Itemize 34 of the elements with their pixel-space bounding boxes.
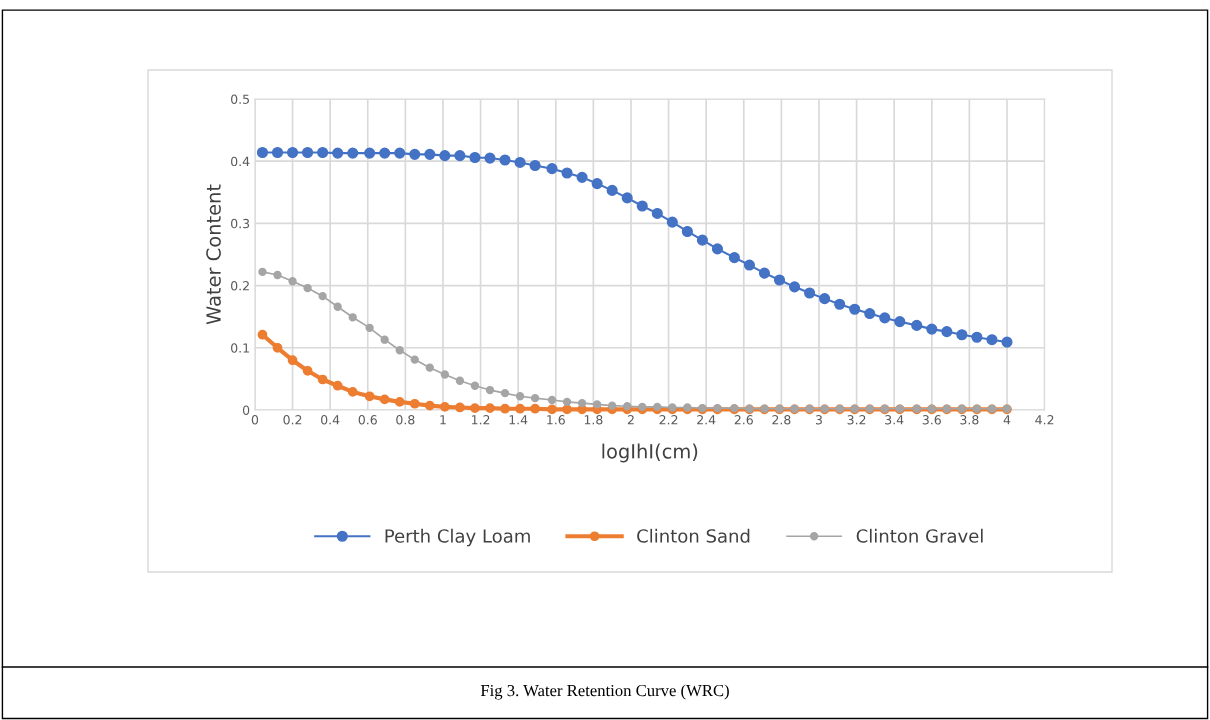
- legend-label: Perth Clay Loam: [385, 528, 530, 547]
- x-tick-label: 2.2: [659, 415, 678, 425]
- x-tick-label: 3: [815, 415, 822, 425]
- y-tick-label: 0.1: [231, 343, 249, 353]
- x-tick-label: 3.4: [885, 415, 904, 425]
- y-tick-label: 0.4: [231, 156, 250, 167]
- x-tick-label: 4.2: [1035, 415, 1054, 425]
- x-tick-label: 2.6: [734, 415, 753, 425]
- x-tick-label: 0: [251, 415, 259, 425]
- y-tick-label: 0.3: [231, 218, 250, 229]
- x-tick-label: 3.8: [960, 415, 979, 425]
- x-tick-label: 2: [627, 415, 634, 425]
- x-tick-label: 1.6: [547, 415, 565, 425]
- y-tick-label: 0.5: [231, 94, 249, 104]
- x-tick-label: 1.8: [584, 415, 603, 425]
- legend-label: Clinton Gravel: [856, 528, 983, 543]
- x-tick-label: 3.2: [847, 415, 866, 425]
- y-tick-label: 0: [242, 405, 250, 415]
- x-tick-label: 3.6: [922, 415, 941, 425]
- legend-label: Clinton Sand: [637, 528, 750, 543]
- x-tick-label: 1: [440, 415, 446, 425]
- y-tick-label: 0.2: [231, 281, 249, 291]
- x-tick-label: 4: [1003, 415, 1011, 425]
- x-tick-label: 0.8: [396, 415, 415, 425]
- y-axis-title: Water Content: [206, 184, 221, 325]
- x-tick-label: 1.4: [509, 415, 528, 425]
- x-tick-label: 2.8: [772, 415, 791, 425]
- x-tick-label: 0.4: [321, 415, 340, 425]
- x-tick-label: 0.2: [283, 415, 302, 425]
- x-tick-label: 2.4: [697, 415, 716, 425]
- caption: Fig 3. Water Retention Curve (WRC): [480, 684, 729, 700]
- x-tick-label: 0.6: [358, 415, 377, 425]
- x-tick-label: 1.2: [471, 415, 490, 425]
- x-axis-title: logIhI(cm): [602, 443, 698, 463]
